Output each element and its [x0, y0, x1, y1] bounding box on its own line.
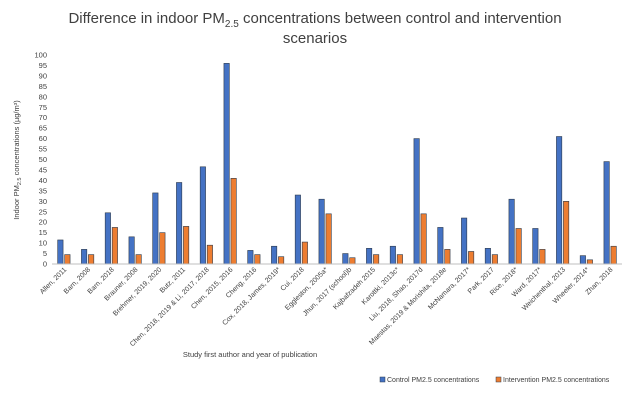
- intervention-bar: [444, 249, 451, 265]
- control-bar: [57, 239, 64, 265]
- y-axis-title-rest: concentrations (µg/m³): [12, 100, 21, 178]
- y-tick-label: 95: [39, 61, 47, 70]
- chart-title-rest: concentrations between control and inter…: [239, 10, 562, 27]
- intervention-bar: [183, 226, 190, 265]
- y-tick-label: 60: [39, 134, 47, 143]
- intervention-bar: [206, 244, 213, 265]
- intervention-bar: [539, 249, 546, 265]
- control-bar: [81, 249, 88, 265]
- chart-title-subscript: 2.5: [225, 19, 239, 30]
- intervention-bar: [88, 254, 95, 265]
- control-bar: [199, 166, 206, 265]
- legend-swatch-control: [379, 376, 386, 383]
- y-tick-label: 75: [39, 103, 47, 112]
- control-bar: [318, 198, 325, 265]
- intervention-bar: [159, 232, 166, 265]
- y-axis-title: Indoor PM2.5 concentrations (µg/m³): [12, 100, 23, 220]
- y-tick-label: 15: [39, 228, 47, 237]
- intervention-bar: [373, 254, 380, 265]
- y-tick-label: 20: [39, 218, 47, 227]
- intervention-bar: [301, 241, 308, 265]
- control-bar: [437, 227, 444, 265]
- chart-title-main: Difference in indoor PM: [68, 10, 224, 27]
- bars: [57, 63, 617, 265]
- chart-title: Difference in indoor PM2.5 concentration…: [68, 10, 561, 30]
- chart-title-line2: scenarios: [283, 30, 347, 47]
- intervention-bar: [135, 254, 142, 265]
- category-label: McNamara, 2017*: [427, 266, 472, 311]
- control-bar: [247, 250, 254, 265]
- y-tick-label: 40: [39, 176, 47, 185]
- category-label: Brehmer, 2019, 2020: [112, 266, 163, 317]
- control-bar: [389, 245, 396, 265]
- intervention-bar: [325, 213, 332, 265]
- intervention-bar: [396, 254, 403, 265]
- intervention-bar: [610, 245, 617, 265]
- y-tick-label: 50: [39, 155, 47, 164]
- y-tick-label: 30: [39, 197, 47, 206]
- control-bar: [128, 236, 135, 265]
- x-axis-title: Study first author and year of publicati…: [183, 350, 317, 359]
- y-tick-label: 65: [39, 124, 47, 133]
- category-label: Eggleston, 2005a*: [284, 266, 330, 312]
- control-bar: [294, 194, 301, 265]
- control-bar: [223, 63, 230, 265]
- y-tick-label: 55: [39, 145, 47, 154]
- y-tick-label: 90: [39, 71, 47, 80]
- y-tick-label: 10: [39, 239, 47, 248]
- control-bar: [508, 198, 515, 265]
- control-bar: [152, 192, 159, 265]
- intervention-bar: [491, 254, 498, 265]
- category-label: Chen, 2015, 2016: [190, 266, 234, 310]
- intervention-bar: [515, 228, 522, 265]
- y-tick-label: 100: [34, 51, 47, 60]
- control-bar: [532, 228, 539, 265]
- control-bar: [556, 136, 563, 265]
- y-axis-title-subscript: 2.5: [17, 178, 23, 186]
- intervention-bar: [254, 254, 261, 265]
- control-bar: [176, 182, 183, 265]
- category-label: Kajbafzadeh 2015: [332, 266, 377, 311]
- y-tick-label: 35: [39, 186, 47, 195]
- intervention-bar: [230, 178, 237, 265]
- intervention-bar: [349, 257, 356, 265]
- category-label: Weichenthal, 2013: [521, 266, 567, 312]
- intervention-bar: [278, 256, 285, 265]
- y-axis-title-main: Indoor PM: [12, 185, 21, 220]
- control-bar: [579, 255, 586, 265]
- control-bar: [603, 161, 610, 265]
- y-tick-label: 85: [39, 82, 47, 91]
- legend: Control PM2.5 concentrations Intervention…: [379, 376, 610, 384]
- intervention-bar: [586, 259, 593, 265]
- control-bar: [484, 248, 491, 265]
- control-bar: [342, 253, 349, 265]
- intervention-bar: [64, 254, 71, 265]
- y-tick-label: 80: [39, 92, 47, 101]
- y-tick-label: 5: [43, 249, 47, 258]
- legend-label-intervention: Intervention PM2.5 concentrations: [503, 377, 610, 384]
- intervention-bar: [563, 201, 570, 265]
- control-bar: [461, 217, 468, 265]
- y-tick-label: 70: [39, 113, 47, 122]
- intervention-bar: [111, 227, 118, 265]
- control-bar: [271, 245, 278, 265]
- legend-swatch-intervention: [495, 376, 502, 383]
- y-tick-label: 45: [39, 165, 47, 174]
- control-bar: [413, 138, 420, 265]
- y-tick-label: 25: [39, 207, 47, 216]
- legend-label-control: Control PM2.5 concentrations: [387, 377, 480, 384]
- y-tick-label: 0: [43, 260, 47, 269]
- control-bar: [366, 248, 373, 265]
- control-bar: [104, 212, 111, 265]
- intervention-bar: [420, 213, 427, 265]
- intervention-bar: [468, 251, 475, 265]
